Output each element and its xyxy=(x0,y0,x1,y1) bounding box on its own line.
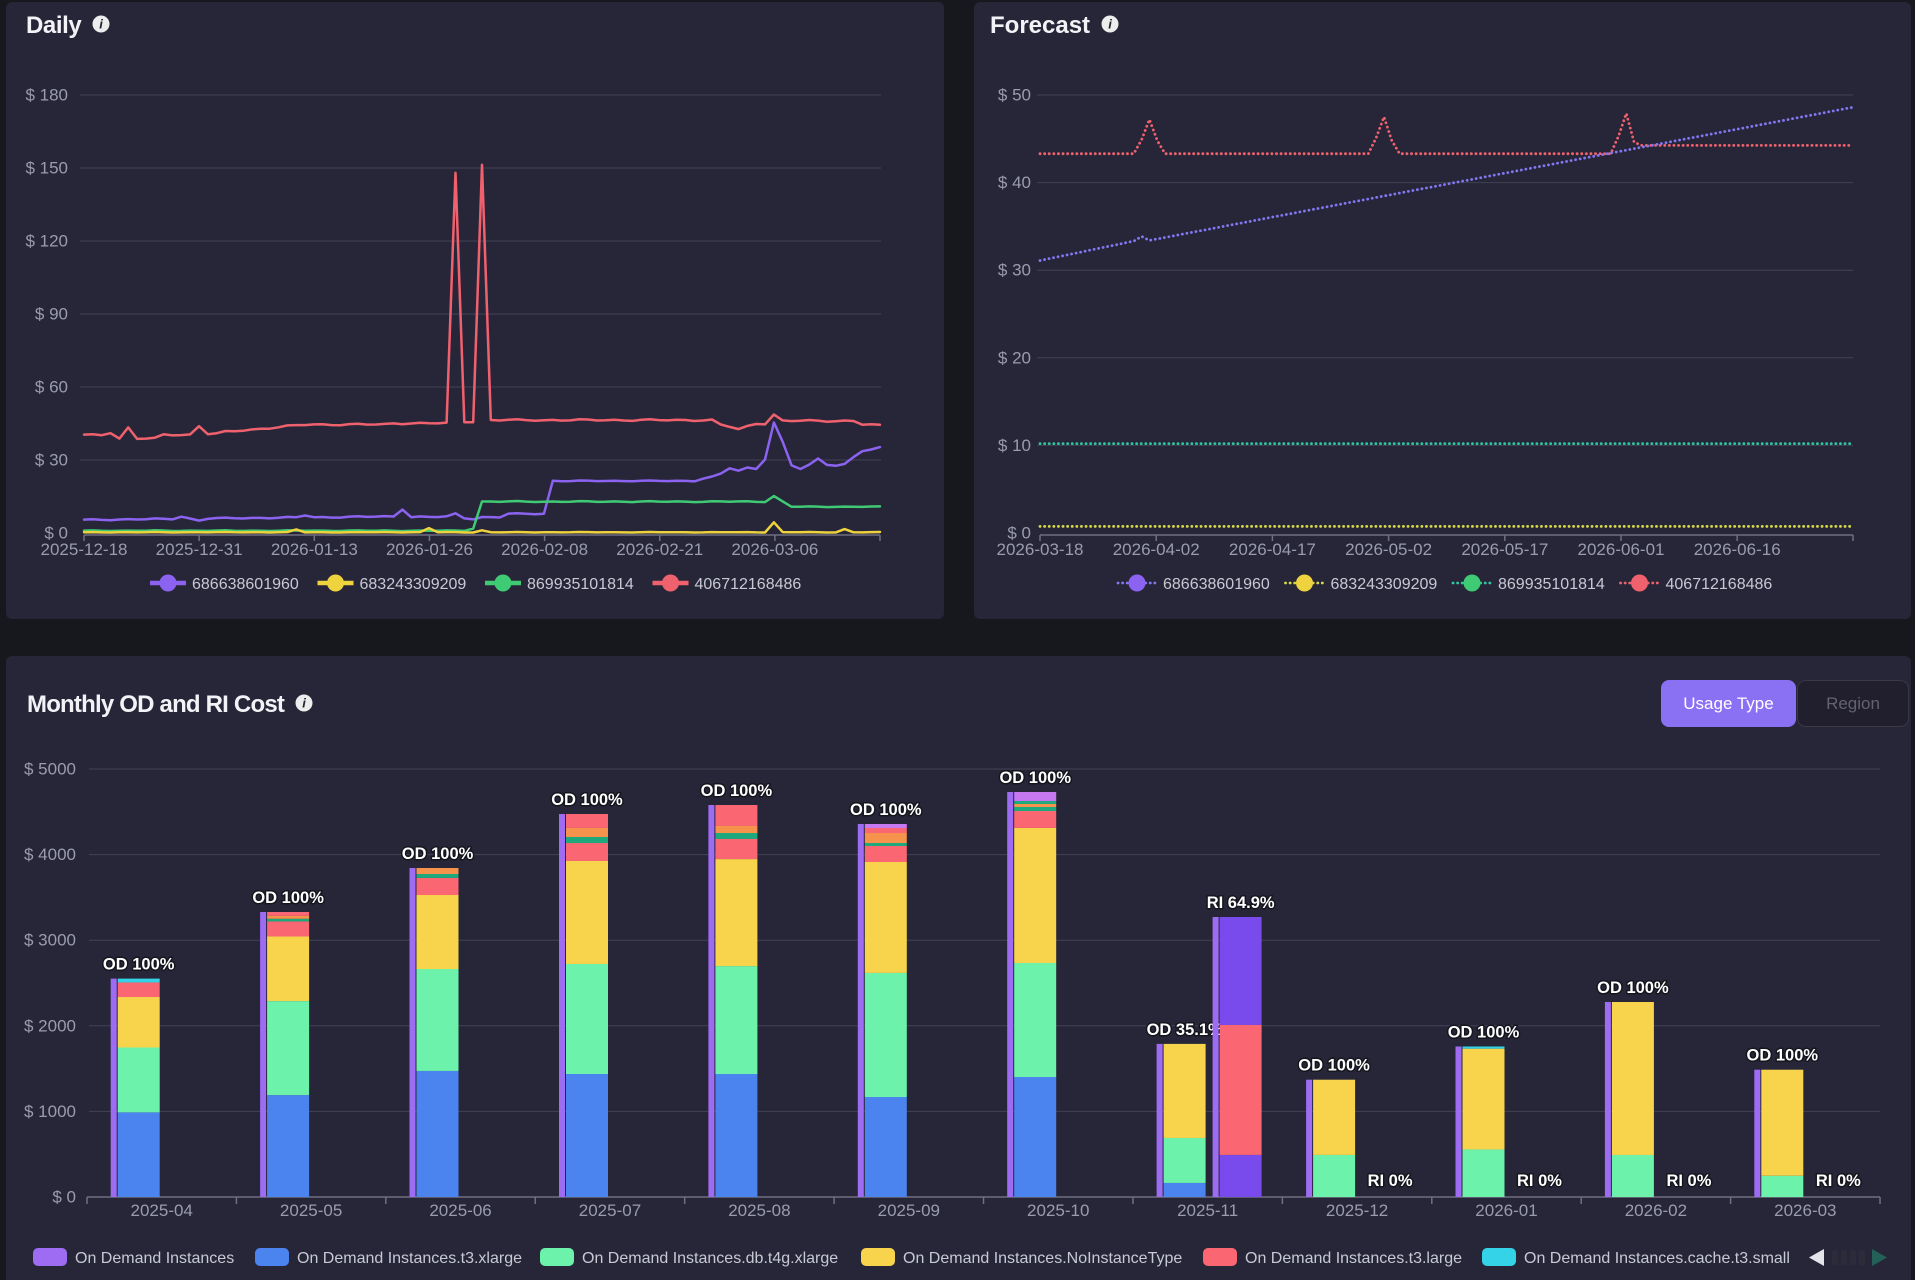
svg-text:2026-04-02: 2026-04-02 xyxy=(1113,540,1200,559)
svg-text:$ 1000: $ 1000 xyxy=(24,1102,76,1121)
svg-text:2025-06: 2025-06 xyxy=(429,1201,491,1220)
svg-text:$ 60: $ 60 xyxy=(35,378,68,397)
svg-text:i: i xyxy=(99,17,103,32)
svg-text:On Demand Instances.t3.large: On Demand Instances.t3.large xyxy=(1245,1250,1462,1267)
svg-text:OD 100%: OD 100% xyxy=(999,769,1071,787)
svg-text:2025-12-18: 2025-12-18 xyxy=(41,540,128,559)
svg-text:OD 100%: OD 100% xyxy=(402,845,474,863)
svg-text:On Demand Instances.NoInstance: On Demand Instances.NoInstanceType xyxy=(903,1250,1182,1267)
svg-text:On Demand Instances.cache.t3.s: On Demand Instances.cache.t3.small xyxy=(1524,1250,1790,1267)
svg-text:RI 0%: RI 0% xyxy=(1816,1172,1861,1190)
svg-text:RI 64.9%: RI 64.9% xyxy=(1207,894,1275,912)
svg-text:2026-02: 2026-02 xyxy=(1625,1201,1687,1220)
svg-text:$ 3000: $ 3000 xyxy=(24,931,76,950)
svg-text:$ 50: $ 50 xyxy=(998,86,1031,105)
svg-text:2025-05: 2025-05 xyxy=(280,1201,342,1220)
svg-text:OD 100%: OD 100% xyxy=(850,801,922,819)
svg-text:869935101814: 869935101814 xyxy=(527,576,634,593)
svg-text:$ 2000: $ 2000 xyxy=(24,1016,76,1035)
svg-text:$ 4000: $ 4000 xyxy=(24,845,76,864)
svg-text:$ 180: $ 180 xyxy=(25,86,68,105)
svg-text:869935101814: 869935101814 xyxy=(1498,576,1605,593)
svg-text:2025-08: 2025-08 xyxy=(728,1201,790,1220)
svg-text:2026-02-21: 2026-02-21 xyxy=(616,540,703,559)
svg-text:2026-03-06: 2026-03-06 xyxy=(731,540,818,559)
svg-text:OD 100%: OD 100% xyxy=(252,889,324,907)
svg-text:2025-12-31: 2025-12-31 xyxy=(156,540,243,559)
svg-text:406712168486: 406712168486 xyxy=(695,576,802,593)
svg-text:686638601960: 686638601960 xyxy=(192,576,299,593)
svg-text:$ 30: $ 30 xyxy=(35,451,68,470)
svg-text:On Demand Instances.db.t4g.xla: On Demand Instances.db.t4g.xlarge xyxy=(582,1250,838,1267)
svg-text:2026-04-17: 2026-04-17 xyxy=(1229,540,1316,559)
svg-text:OD 100%: OD 100% xyxy=(1597,979,1669,997)
svg-text:2026-01-26: 2026-01-26 xyxy=(386,540,473,559)
svg-text:i: i xyxy=(302,696,306,711)
svg-text:2026-01: 2026-01 xyxy=(1475,1201,1537,1220)
svg-text:Daily: Daily xyxy=(26,12,82,39)
svg-text:On Demand Instances.t3.xlarge: On Demand Instances.t3.xlarge xyxy=(297,1250,522,1267)
svg-text:2025-04: 2025-04 xyxy=(131,1201,193,1220)
svg-text:2026-05-02: 2026-05-02 xyxy=(1345,540,1432,559)
svg-text:RI 0%: RI 0% xyxy=(1517,1172,1562,1190)
svg-text:$ 0: $ 0 xyxy=(52,1188,76,1207)
svg-text:$ 0: $ 0 xyxy=(1007,524,1031,543)
svg-text:Usage Type: Usage Type xyxy=(1683,694,1773,713)
svg-text:$ 40: $ 40 xyxy=(998,173,1031,192)
svg-text:$ 20: $ 20 xyxy=(998,348,1031,367)
svg-text:OD 35.1%: OD 35.1% xyxy=(1147,1021,1223,1039)
svg-text:$ 30: $ 30 xyxy=(998,261,1031,280)
svg-text:On Demand Instances: On Demand Instances xyxy=(75,1250,234,1267)
svg-text:686638601960: 686638601960 xyxy=(1163,576,1270,593)
svg-text:OD 100%: OD 100% xyxy=(1298,1057,1370,1075)
svg-text:2026-06-01: 2026-06-01 xyxy=(1578,540,1665,559)
svg-text:OD 100%: OD 100% xyxy=(1747,1047,1819,1065)
svg-text:683243309209: 683243309209 xyxy=(360,576,467,593)
svg-text:2026-06-16: 2026-06-16 xyxy=(1694,540,1781,559)
svg-text:OD 100%: OD 100% xyxy=(103,956,175,974)
svg-text:2026-03-18: 2026-03-18 xyxy=(997,540,1084,559)
svg-text:$ 10: $ 10 xyxy=(998,436,1031,455)
svg-text:406712168486: 406712168486 xyxy=(1666,576,1773,593)
svg-text:2025-12: 2025-12 xyxy=(1326,1201,1388,1220)
svg-text:OD 100%: OD 100% xyxy=(551,791,623,809)
svg-text:683243309209: 683243309209 xyxy=(1331,576,1438,593)
svg-text:$ 0: $ 0 xyxy=(44,524,68,543)
svg-text:2025-10: 2025-10 xyxy=(1027,1201,1089,1220)
svg-text:2026-02-08: 2026-02-08 xyxy=(501,540,588,559)
svg-text:$ 5000: $ 5000 xyxy=(24,760,76,779)
svg-text:Forecast: Forecast xyxy=(990,12,1090,39)
svg-text:Monthly OD and RI Cost: Monthly OD and RI Cost xyxy=(27,691,285,718)
svg-text:$ 150: $ 150 xyxy=(25,159,68,178)
svg-text:OD 100%: OD 100% xyxy=(701,782,773,800)
svg-text:i: i xyxy=(1108,17,1112,32)
svg-text:2026-03: 2026-03 xyxy=(1774,1201,1836,1220)
svg-text:$ 120: $ 120 xyxy=(25,232,68,251)
svg-text:Region: Region xyxy=(1826,694,1880,713)
svg-text:RI 0%: RI 0% xyxy=(1368,1172,1413,1190)
svg-text:2026-05-17: 2026-05-17 xyxy=(1461,540,1548,559)
svg-text:2025-11: 2025-11 xyxy=(1177,1201,1238,1220)
svg-text:2025-09: 2025-09 xyxy=(878,1201,940,1220)
svg-text:RI 0%: RI 0% xyxy=(1666,1172,1711,1190)
svg-text:$ 90: $ 90 xyxy=(35,305,68,324)
svg-text:OD 100%: OD 100% xyxy=(1448,1024,1520,1042)
svg-text:2025-07: 2025-07 xyxy=(579,1201,641,1220)
svg-text:2026-01-13: 2026-01-13 xyxy=(271,540,358,559)
